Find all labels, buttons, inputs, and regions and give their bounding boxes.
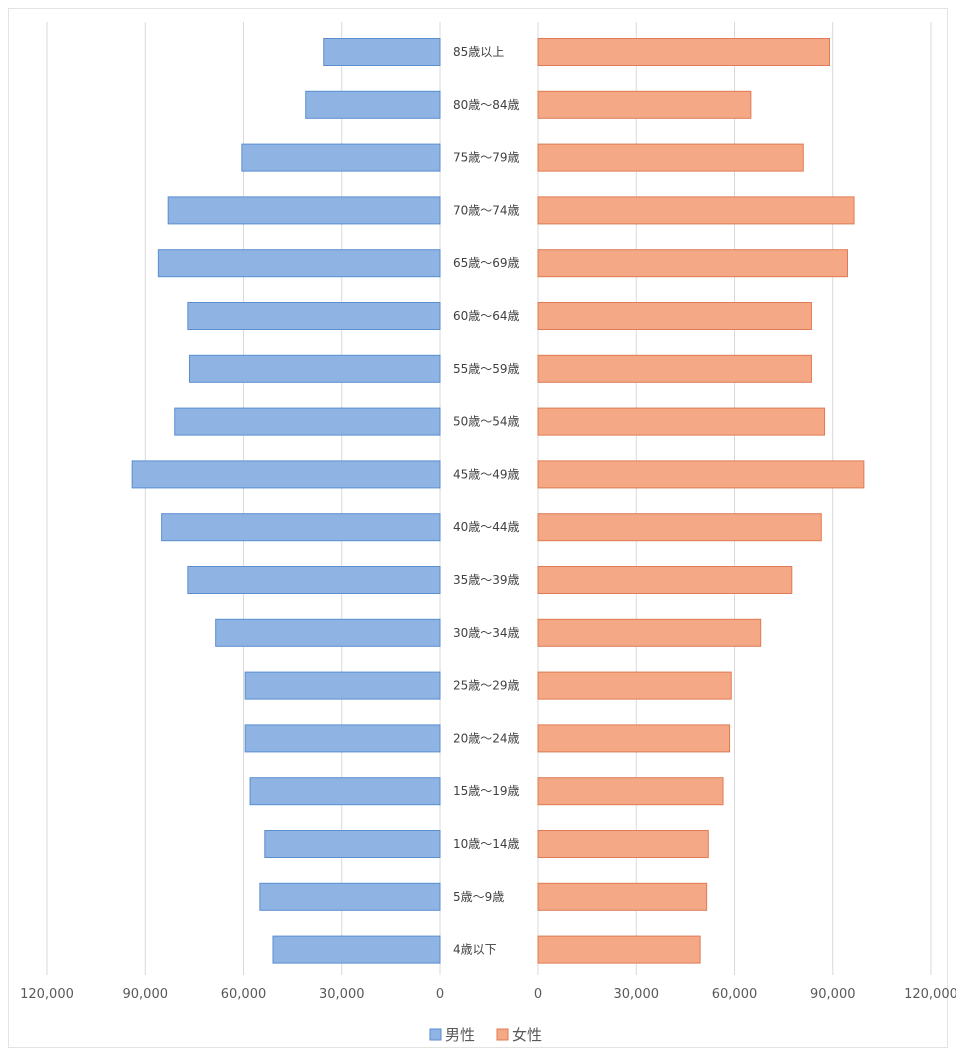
bar-female [537, 830, 709, 858]
gridlines [46, 22, 932, 975]
age-group-labels: 85歳以上 80歳～84歳 75歳～79歳 70歳～74歳 65歳～69歳 60歳～64歳… [453, 45, 520, 957]
age-group-label: 75歳～79歳 [453, 151, 520, 165]
legend-swatch-male [429, 1028, 442, 1041]
bar-male [264, 830, 441, 858]
x-tick-right: 0 [534, 987, 542, 1002]
bar-female [537, 935, 701, 964]
x-tick-right: 90,000 [810, 987, 856, 1002]
legend-swatch-female [496, 1028, 509, 1041]
bar-female [537, 302, 812, 330]
x-tick-right: 30,000 [614, 987, 660, 1002]
bar-male [188, 354, 441, 383]
age-group-label: 20歳～24歳 [453, 731, 520, 745]
legend-label-female: 女性 [512, 1026, 542, 1044]
bar-female [537, 618, 762, 647]
age-group-label: 15歳～19歳 [453, 784, 520, 798]
age-group-label: 5歳～9歳 [453, 890, 504, 904]
bar-male [161, 513, 441, 542]
bar-male [272, 935, 441, 964]
bar-female [537, 460, 865, 489]
age-group-label: 30歳～34歳 [453, 626, 520, 640]
bar-male [323, 38, 441, 66]
age-group-label: 60歳～64歳 [453, 309, 520, 323]
bar-female [537, 566, 793, 594]
bar-female [537, 38, 830, 66]
x-tick-left: 30,000 [319, 987, 365, 1002]
age-group-label: 10歳～14歳 [453, 837, 520, 851]
bar-male [174, 407, 441, 436]
bar-male [157, 249, 441, 278]
age-group-label: 25歳～29歳 [453, 679, 520, 693]
bar-male [241, 143, 441, 172]
bar-female [537, 196, 855, 225]
male-bars [131, 38, 441, 964]
age-group-label: 55歳～59歳 [453, 362, 520, 376]
bar-male [187, 302, 441, 330]
age-group-label: 35歳～39歳 [453, 573, 520, 587]
x-tick-left: 120,000 [20, 987, 74, 1002]
female-bars [537, 38, 865, 964]
x-axis-ticks: 120,000 90,000 60,000 30,000 0 0 30,000 60,000 9… [20, 987, 956, 1002]
x-tick-left: 60,000 [221, 987, 267, 1002]
bar-male [249, 777, 441, 806]
age-group-label: 65歳～69歳 [453, 256, 520, 270]
x-tick-right: 120,000 [904, 987, 956, 1002]
bar-male [167, 196, 441, 225]
x-tick-left: 0 [436, 987, 444, 1002]
bar-female [537, 90, 752, 119]
bar-female [537, 882, 708, 911]
age-group-label: 70歳～74歳 [453, 203, 520, 217]
bar-female [537, 143, 804, 172]
bar-male [187, 566, 441, 594]
bar-male [259, 882, 441, 911]
bar-female [537, 354, 812, 383]
bar-male [215, 618, 441, 647]
legend-label-male: 男性 [445, 1026, 475, 1044]
bar-male [131, 460, 441, 489]
bar-male [244, 724, 441, 753]
x-tick-right: 60,000 [712, 987, 758, 1002]
age-group-label: 85歳以上 [453, 45, 504, 59]
bar-male [244, 671, 441, 700]
bar-female [537, 777, 724, 806]
age-group-label: 4歳以下 [453, 943, 497, 957]
bar-male [305, 90, 441, 119]
age-group-label: 45歳～49歳 [453, 467, 520, 481]
bar-female [537, 724, 731, 753]
age-group-label: 80歳～84歳 [453, 98, 520, 112]
bar-female [537, 513, 822, 542]
x-tick-left: 90,000 [123, 987, 169, 1002]
bar-female [537, 249, 848, 278]
bar-female [537, 671, 732, 700]
bar-female [537, 407, 826, 436]
age-group-label: 40歳～44歳 [453, 520, 520, 534]
legend: 男性 女性 [429, 1026, 542, 1044]
age-group-label: 50歳～54歳 [453, 415, 520, 429]
